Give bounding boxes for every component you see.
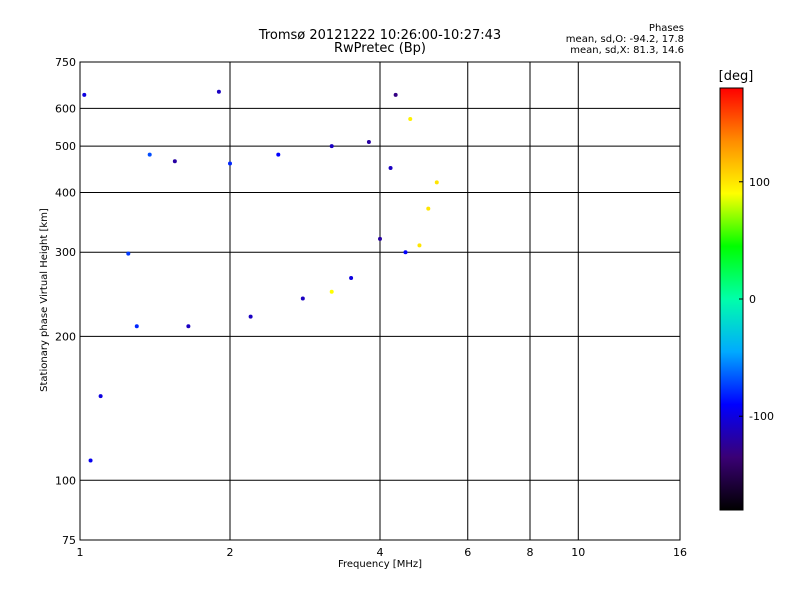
chart-subtitle: RwPretec (Bp)	[333, 41, 427, 56]
data-point-o	[82, 92, 87, 97]
data-point-o	[378, 236, 382, 241]
data-point-o	[88, 458, 93, 463]
data-point-o	[228, 161, 232, 166]
y-tick-label: 300	[55, 246, 76, 259]
data-point-o	[134, 324, 139, 329]
data-point-o	[393, 92, 398, 97]
stats-o-mode: mean, sd,O: -94.2, 17.8	[565, 34, 684, 45]
colorbar-tick-label: 100	[749, 176, 770, 189]
data-point-o	[300, 296, 305, 301]
chart-title: Tromsø 20121222 10:26:00-10:27:43	[258, 28, 502, 43]
x-tick-label: 10	[571, 546, 585, 559]
data-point-o	[98, 394, 103, 399]
data-point-x	[426, 206, 431, 211]
stats-x-mode: mean, sd,X: 81.3, 14.6	[570, 45, 684, 56]
data-point-o	[186, 324, 191, 329]
y-tick-label: 750	[55, 56, 76, 69]
x-tick-label: 6	[464, 546, 471, 559]
data-point-o	[366, 140, 371, 145]
data-point-o	[329, 144, 334, 149]
data-point-o	[248, 314, 253, 319]
data-point-o	[172, 159, 177, 164]
y-tick-label: 100	[55, 474, 76, 487]
x-tick-label: 1	[77, 546, 84, 559]
stats-heading: Phases	[648, 23, 684, 34]
data-point-o	[403, 250, 408, 255]
data-point-o	[147, 152, 152, 157]
x-tick-label: 4	[377, 546, 384, 559]
x-tick-label: 2	[227, 546, 234, 559]
colorbar-tick-label: 0	[749, 293, 756, 306]
y-tick-label: 400	[55, 186, 76, 199]
data-point-x	[417, 243, 422, 248]
data-point-o	[349, 275, 354, 280]
data-point-x	[329, 289, 334, 294]
data-point-x	[434, 180, 439, 185]
data-point-x	[408, 116, 413, 121]
colorbar-unit-label: [deg]	[718, 69, 754, 84]
x-tick-label: 8	[527, 546, 534, 559]
data-point-o	[216, 89, 221, 94]
y-tick-label: 600	[55, 102, 76, 115]
x-tick-label: 16	[673, 546, 687, 559]
data-point-o	[388, 166, 393, 171]
data-point-o	[276, 152, 281, 157]
y-tick-label: 200	[55, 330, 76, 343]
colorbar-tick-label: -100	[749, 410, 774, 423]
y-tick-label: 500	[55, 140, 76, 153]
y-tick-label: 75	[62, 534, 76, 547]
data-point-o	[126, 251, 131, 256]
x-axis-label: Frequency [MHz]	[337, 559, 423, 570]
